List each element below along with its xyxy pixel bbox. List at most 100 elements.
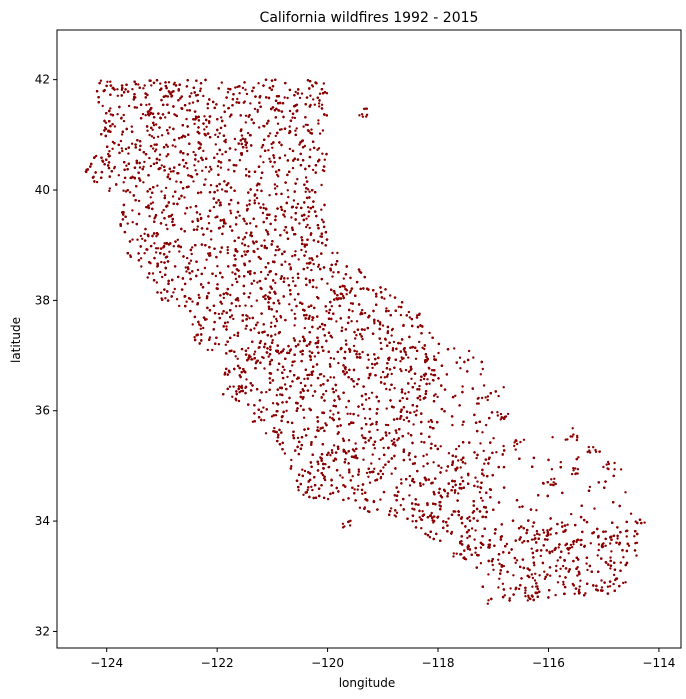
scatter-point bbox=[524, 589, 527, 592]
scatter-point bbox=[208, 336, 212, 339]
scatter-point bbox=[371, 453, 374, 456]
scatter-point bbox=[286, 277, 289, 280]
scatter-point bbox=[357, 468, 360, 471]
scatter-point bbox=[321, 473, 325, 477]
scatter-point bbox=[146, 276, 149, 279]
scatter-point bbox=[643, 521, 646, 524]
scatter-point bbox=[533, 579, 537, 582]
scatter-point bbox=[451, 423, 454, 427]
scatter-point bbox=[306, 123, 309, 127]
scatter-point bbox=[379, 438, 382, 442]
scatter-point bbox=[530, 538, 534, 541]
scatter-point bbox=[576, 574, 579, 577]
scatter-point bbox=[551, 436, 554, 439]
scatter-point bbox=[153, 150, 157, 153]
scatter-point bbox=[560, 521, 564, 524]
scatter-point bbox=[304, 250, 308, 253]
scatter-point bbox=[313, 103, 316, 106]
scatter-point bbox=[253, 327, 256, 330]
scatter-point bbox=[277, 248, 280, 252]
scatter-point bbox=[422, 483, 425, 486]
scatter-point bbox=[178, 250, 181, 253]
scatter-point bbox=[381, 472, 385, 476]
scatter-point bbox=[503, 594, 506, 597]
scatter-point bbox=[172, 291, 175, 294]
scatter-point bbox=[210, 238, 213, 241]
scatter-point bbox=[268, 360, 272, 363]
scatter-point bbox=[263, 367, 266, 370]
scatter-point bbox=[622, 556, 625, 559]
scatter-point bbox=[320, 208, 323, 211]
scatter-point bbox=[262, 203, 265, 206]
scatter-point bbox=[396, 439, 399, 442]
scatter-point bbox=[461, 423, 464, 426]
scatter-point bbox=[168, 126, 171, 129]
scatter-point bbox=[231, 283, 234, 287]
scatter-point bbox=[191, 101, 195, 104]
scatter-point bbox=[530, 573, 533, 576]
scatter-point bbox=[207, 222, 211, 225]
scatter-point bbox=[243, 100, 246, 103]
scatter-point bbox=[233, 333, 236, 337]
scatter-point bbox=[263, 419, 266, 422]
scatter-point bbox=[122, 181, 125, 184]
scatter-point bbox=[324, 463, 327, 466]
scatter-point bbox=[175, 298, 179, 301]
scatter-point bbox=[367, 397, 371, 400]
scatter-point bbox=[352, 344, 356, 348]
scatter-point bbox=[312, 262, 315, 266]
scatter-point bbox=[346, 412, 349, 415]
scatter-point bbox=[461, 385, 464, 388]
scatter-point bbox=[378, 457, 381, 461]
scatter-point bbox=[305, 217, 308, 220]
scatter-point bbox=[303, 377, 306, 381]
scatter-point bbox=[329, 356, 332, 360]
scatter-point bbox=[362, 407, 365, 411]
scatter-point bbox=[612, 582, 615, 586]
scatter-point bbox=[542, 528, 545, 532]
scatter-point bbox=[247, 347, 250, 350]
scatter-point bbox=[556, 559, 559, 562]
scatter-point bbox=[310, 268, 313, 272]
scatter-point bbox=[273, 426, 276, 430]
scatter-point bbox=[234, 86, 237, 89]
scatter-point bbox=[388, 432, 391, 435]
scatter-point bbox=[216, 189, 219, 192]
scatter-point bbox=[270, 415, 274, 418]
scatter-point bbox=[421, 346, 424, 349]
scatter-point bbox=[468, 515, 471, 519]
scatter-point bbox=[609, 556, 612, 559]
scatter-point bbox=[166, 227, 169, 231]
scatter-point bbox=[259, 339, 262, 343]
scatter-point bbox=[358, 506, 362, 509]
scatter-point bbox=[566, 523, 569, 526]
scatter-point bbox=[148, 156, 151, 160]
scatter-point bbox=[376, 319, 380, 322]
scatter-point bbox=[355, 350, 359, 353]
scatter-point bbox=[320, 183, 323, 187]
scatter-point bbox=[148, 103, 151, 106]
scatter-point bbox=[292, 199, 296, 202]
scatter-point bbox=[153, 242, 156, 245]
scatter-point bbox=[609, 567, 612, 570]
scatter-point bbox=[139, 234, 143, 238]
scatter-point bbox=[408, 458, 412, 461]
scatter-point bbox=[199, 89, 202, 93]
scatter-point bbox=[361, 308, 364, 312]
scatter-point bbox=[367, 475, 370, 478]
scatter-point bbox=[231, 271, 234, 274]
scatter-point bbox=[307, 215, 310, 218]
scatter-point bbox=[310, 384, 313, 387]
scatter-point bbox=[332, 376, 336, 379]
scatter-point bbox=[149, 164, 153, 168]
scatter-point bbox=[329, 376, 332, 379]
scatter-point bbox=[169, 170, 173, 173]
scatter-point bbox=[555, 564, 558, 568]
scatter-point bbox=[221, 153, 224, 156]
scatter-point bbox=[430, 369, 434, 372]
scatter-point bbox=[308, 281, 312, 284]
scatter-point bbox=[627, 544, 631, 547]
scatter-point bbox=[384, 423, 388, 427]
scatter-point bbox=[219, 166, 223, 169]
scatter-point bbox=[633, 535, 636, 538]
